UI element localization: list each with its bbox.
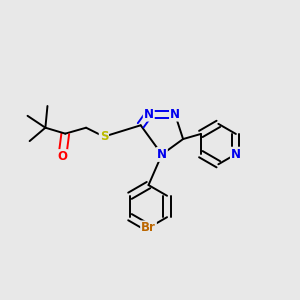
Text: N: N [170,108,180,121]
Text: N: N [231,148,241,161]
Text: N: N [157,148,167,161]
Text: N: N [144,108,154,121]
Text: S: S [100,130,108,143]
Text: O: O [57,150,67,163]
Text: Br: Br [141,221,156,234]
